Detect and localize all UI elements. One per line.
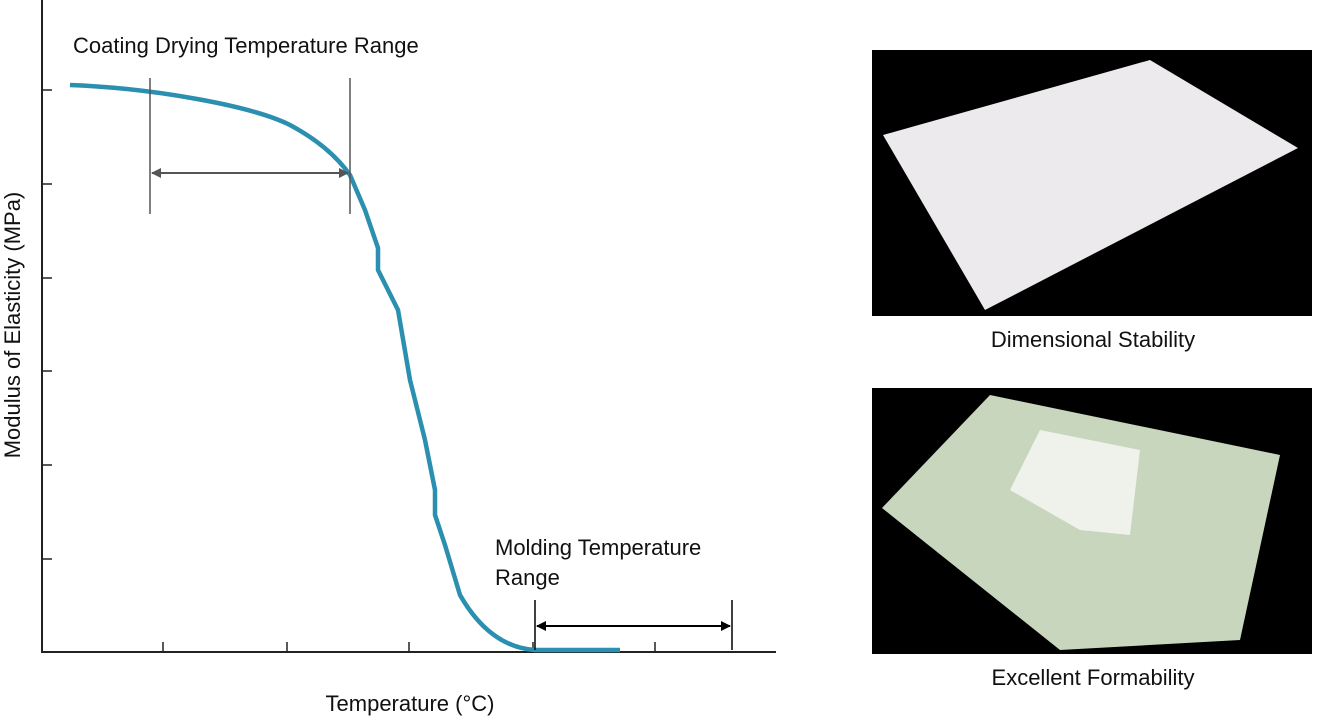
annotation: Coating Drying Temperature Range: [73, 33, 419, 58]
photo-panel: Dimensional Stability: [872, 50, 1312, 352]
axis-ticks: [42, 89, 656, 652]
annotation: Molding Temperature: [495, 535, 701, 560]
annotation: Range: [495, 565, 560, 590]
coating-bracket: [149, 78, 351, 214]
y-axis-label: Modulus of Elasticity (MPa): [0, 192, 25, 459]
caption: Dimensional Stability: [991, 327, 1195, 352]
caption: Excellent Formability: [992, 665, 1195, 690]
x-axis-label: Temperature (°C): [326, 691, 495, 716]
molding-bracket: [534, 600, 733, 650]
photo-panel: Excellent Formability: [872, 388, 1312, 690]
formed-box: [1010, 430, 1140, 535]
diagram: Coating Drying Temperature Range Molding…: [0, 0, 776, 716]
modulus-curve: [69, 82, 620, 653]
axes: [41, 0, 776, 653]
sheet: [883, 60, 1298, 310]
